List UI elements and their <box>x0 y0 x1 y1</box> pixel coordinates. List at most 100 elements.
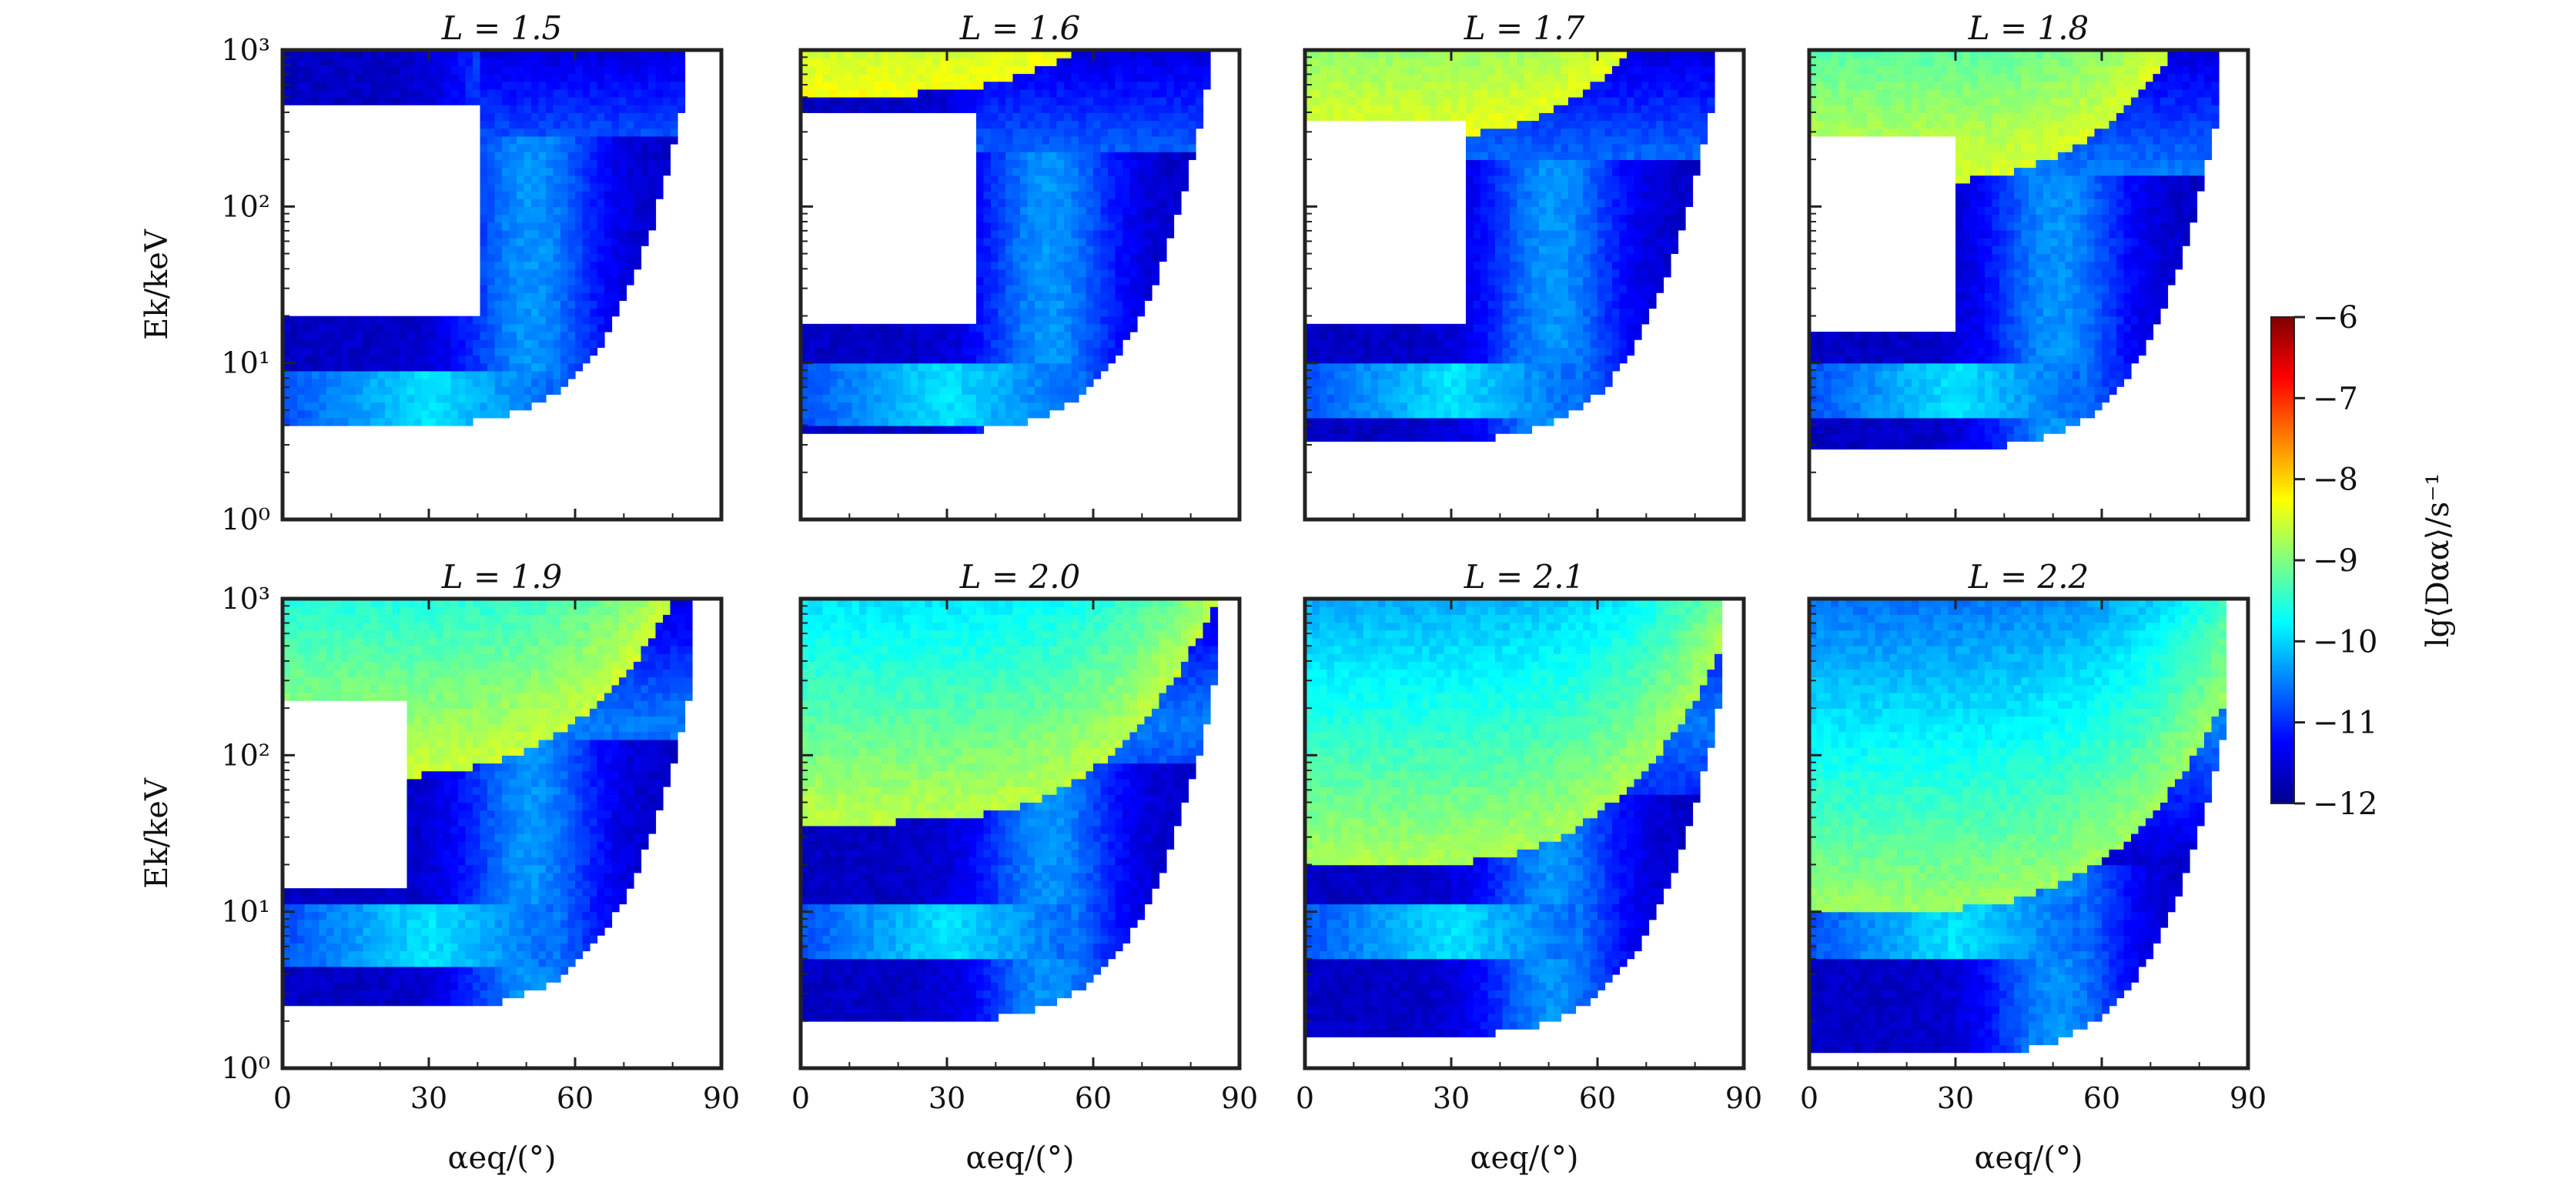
heatmap-cell <box>304 73 313 82</box>
heatmap-cell <box>1056 332 1065 340</box>
heatmap-cell <box>575 191 584 199</box>
heatmap-cell <box>604 175 613 184</box>
heatmap-cell <box>1108 214 1116 223</box>
heatmap-cell <box>538 285 547 293</box>
heatmap-cell <box>1005 152 1014 160</box>
heatmap-cell <box>1166 152 1175 160</box>
heatmap-cell <box>575 238 584 246</box>
heatmap-cell <box>590 128 598 137</box>
heatmap-cell <box>1575 347 1584 356</box>
heatmap-cell <box>1363 409 1372 419</box>
heatmap-cell <box>976 355 985 364</box>
heatmap-cell <box>1473 167 1481 176</box>
heatmap-cell <box>538 50 547 58</box>
heatmap-cell <box>1370 394 1379 403</box>
heatmap-cell <box>1451 370 1460 379</box>
heatmap-cell <box>1473 50 1481 58</box>
heatmap-cell <box>1049 135 1058 145</box>
heatmap-cell <box>1429 73 1437 82</box>
heatmap-cell <box>517 245 525 254</box>
heatmap-cell <box>1349 433 1357 442</box>
heatmap-cell <box>1429 370 1437 379</box>
heatmap-cell <box>1422 370 1430 379</box>
heatmap-cell <box>1561 370 1569 379</box>
heatmap-cell <box>604 65 613 75</box>
heatmap-cell <box>1122 167 1131 176</box>
heatmap-cell <box>1334 339 1343 348</box>
heatmap-cell <box>1517 159 1525 169</box>
heatmap-cell <box>1502 285 1510 293</box>
heatmap-cell <box>845 409 853 419</box>
heatmap-cell <box>1020 379 1029 387</box>
heatmap-cell <box>1100 152 1109 160</box>
heatmap-cell <box>1086 229 1094 239</box>
heatmap-cell <box>1305 58 1313 66</box>
heatmap-cell <box>1524 316 1533 325</box>
heatmap-cell <box>1341 426 1350 434</box>
heatmap-cell <box>845 89 853 98</box>
heatmap-cell <box>465 81 473 90</box>
heatmap-cell <box>421 73 430 82</box>
heatmap-cell <box>1568 323 1577 332</box>
heatmap-cell <box>655 89 664 98</box>
heatmap-cell <box>954 379 962 387</box>
heatmap-cell <box>1005 238 1014 246</box>
heatmap-cell <box>1604 167 1613 176</box>
heatmap-cell <box>494 245 503 254</box>
heatmap-cell <box>1049 323 1058 332</box>
heatmap-cell <box>356 339 364 348</box>
heatmap-cell <box>1561 182 1569 192</box>
heatmap-cell <box>341 81 350 90</box>
heatmap-cell <box>1510 300 1518 309</box>
heatmap-cell <box>634 120 642 129</box>
heatmap-cell <box>553 199 561 207</box>
heatmap-cell <box>1561 402 1569 411</box>
heatmap-cell <box>1056 135 1065 145</box>
heatmap-cell <box>1326 355 1335 364</box>
heatmap-cell <box>1071 253 1079 262</box>
heatmap-cell <box>954 355 962 364</box>
heatmap-cell <box>487 214 496 223</box>
heatmap-cell <box>626 135 634 145</box>
heatmap-cell <box>1378 394 1387 403</box>
heatmap-cell <box>1546 332 1554 340</box>
heatmap-cell <box>443 81 452 90</box>
heatmap-cell <box>1583 144 1591 152</box>
heatmap-cell <box>954 409 962 419</box>
heatmap-cell <box>976 316 985 325</box>
heatmap-cell <box>939 426 948 434</box>
heatmap-cell <box>1086 89 1094 98</box>
heatmap-cell <box>1495 175 1504 184</box>
heatmap-cell <box>553 347 561 356</box>
heatmap-cell <box>1035 120 1043 129</box>
heatmap-cell <box>377 73 386 82</box>
heatmap-cell <box>1012 300 1021 309</box>
heatmap-cell <box>1414 362 1423 372</box>
heatmap-cell <box>1349 339 1357 348</box>
heatmap-cell <box>553 167 561 176</box>
heatmap-cell <box>502 144 510 152</box>
heatmap-cell <box>998 175 1006 184</box>
heatmap-cell <box>626 58 634 66</box>
heatmap-cell <box>1093 128 1102 137</box>
heatmap-cell <box>1554 65 1562 75</box>
heatmap-cell <box>1502 214 1510 223</box>
heatmap-cell <box>1071 222 1079 231</box>
heatmap-cell <box>634 182 642 192</box>
heatmap-cell <box>1414 355 1423 364</box>
heatmap-cell <box>1108 308 1116 317</box>
heatmap-cell <box>888 73 897 82</box>
heatmap-cell <box>487 112 496 122</box>
heatmap-cell <box>450 323 459 332</box>
heatmap-cell <box>1129 229 1138 239</box>
heatmap-cell <box>1466 379 1474 387</box>
heatmap-cell <box>1568 112 1577 122</box>
heatmap-cell <box>991 222 999 231</box>
heatmap-cell <box>289 379 298 387</box>
heatmap-cell <box>1326 362 1335 372</box>
heatmap-cell <box>619 73 627 82</box>
heatmap-cell <box>487 191 496 199</box>
heatmap-cell <box>1575 222 1584 231</box>
heatmap-cell <box>502 253 510 262</box>
heatmap-cell <box>517 206 525 215</box>
